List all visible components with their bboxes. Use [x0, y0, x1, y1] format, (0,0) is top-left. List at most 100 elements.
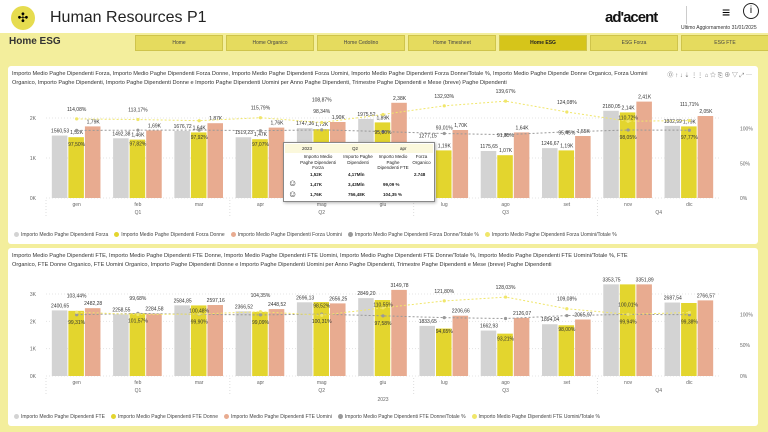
- data-label: 100,01%: [618, 302, 638, 308]
- tooltip-value: 1,76K: [310, 192, 323, 197]
- data-label: 2366,52: [235, 304, 253, 310]
- x-tick-label: lug: [441, 202, 448, 208]
- bar: [664, 302, 681, 376]
- data-label: 2258,55: [112, 307, 130, 313]
- chart-title: Importo Medio Paghe Dipendenti FTE, Impo…: [12, 253, 628, 268]
- bar: [235, 311, 252, 376]
- line-point: [442, 131, 446, 136]
- bar: [619, 284, 636, 376]
- series-line: [76, 100, 690, 124]
- bar: [358, 298, 374, 376]
- bar: [190, 305, 207, 376]
- line-point: [258, 310, 263, 314]
- legend-marker: [224, 414, 229, 420]
- bar: [190, 132, 207, 198]
- data-label: 3149,78: [391, 283, 409, 289]
- visual-toolbar[interactable]: ⓪ ↑ ↓ ⇣ ⋮⋮ ⌂ ☆ ⎘ ⊕ ▽ ⤢ ⋯: [667, 73, 752, 79]
- legend-item[interactable]: Importo Medio Paghe Dipendenti FTE Donne: [110, 414, 218, 420]
- x-tick-label: ago: [501, 380, 510, 386]
- nav-tab-home-cedolino[interactable]: Home Cedolino: [317, 35, 405, 51]
- line-point: [136, 312, 140, 317]
- bar: [113, 138, 129, 198]
- y2-tick-label: 50%: [740, 343, 751, 349]
- nav-tab-home-organico[interactable]: Home Organico: [226, 35, 314, 51]
- x-tick-label: giu: [380, 380, 387, 386]
- line-point: [258, 313, 263, 317]
- line-point: [75, 310, 79, 314]
- data-label: 100,48%: [189, 309, 209, 315]
- nav-tab-home-esg[interactable]: Home ESG: [499, 35, 587, 51]
- legend-item[interactable]: Importo Medio Paghe Dipendenti Forza Uom…: [484, 232, 617, 238]
- bar: [268, 127, 285, 198]
- legend-item[interactable]: Importo Medio Paghe Dipendenti FTE Uomin…: [471, 414, 600, 420]
- x-tick-label: mag: [317, 202, 327, 208]
- series-line: [76, 296, 690, 316]
- chart-fte: 0K 1K 2K 3K 0% 50% 100% 2400,65 2258,55 2584,85 23…: [30, 277, 753, 403]
- tooltip-value: 104,35 %: [383, 192, 403, 197]
- y-tick-label: 1K: [30, 347, 37, 353]
- bar: [51, 310, 68, 376]
- legend-label: Importo Medio Paghe Dipendenti Forza Uom…: [237, 232, 342, 238]
- nav-tab-home[interactable]: Home: [135, 35, 223, 51]
- data-label: 132,93%: [434, 94, 454, 100]
- x-tick-label: set: [563, 202, 570, 208]
- data-label: 93,21%: [497, 337, 515, 343]
- nav-tab-esg-fte[interactable]: ESG FTE: [681, 35, 768, 51]
- data-label: 97,77%: [681, 135, 699, 141]
- line-point: [381, 129, 385, 134]
- data-label: 1,52K: [70, 130, 84, 136]
- legend-label: Importo Medio Paghe Dipendenti FTE Donne…: [344, 414, 466, 420]
- data-label: 103,44%: [67, 294, 87, 300]
- tooltip-quarter: Q2: [352, 146, 359, 151]
- data-label: 97,82%: [129, 142, 147, 148]
- filter-icon[interactable]: ≡: [722, 4, 731, 20]
- info-icon[interactable]: i: [743, 3, 759, 19]
- data-label: 128,03%: [496, 285, 516, 291]
- legend-item[interactable]: Importo Medio Paghe Dipendenti FTE Donne…: [337, 414, 466, 420]
- data-label: 99,09%: [252, 320, 270, 326]
- data-label: 1277,15: [419, 133, 437, 139]
- quarter-label: Q1: [135, 210, 142, 216]
- legend-label: Importo Medio Paghe Dipendenti FTE Donne: [117, 414, 218, 420]
- legend-item[interactable]: Importo Medio Paghe Dipendenti Forza Uom…: [230, 232, 342, 238]
- line-point: [197, 312, 201, 316]
- y2-tick-label: 0%: [740, 196, 748, 202]
- quarter-label: Q1: [135, 388, 142, 394]
- legend-item[interactable]: Importo Medio Paghe Dipendenti Forza: [14, 232, 108, 238]
- bar: [174, 305, 190, 376]
- data-label: 94,65%: [436, 329, 454, 335]
- data-label: 1,55K: [577, 129, 591, 135]
- data-label: 115,79%: [251, 106, 271, 112]
- y-tick-label: 1K: [30, 156, 37, 162]
- nav-tab-esg-forza[interactable]: ESG Forza: [590, 35, 678, 51]
- y2-tick-label: 0%: [740, 374, 748, 380]
- bar: [558, 150, 575, 198]
- legend-marker: [471, 414, 477, 420]
- legend-item[interactable]: Importo Medio Paghe Dipendenti FTE: [14, 414, 105, 420]
- chart-panel-fte: Importo Medio Paghe Dipendenti FTE, Impo…: [8, 248, 758, 426]
- data-label: 97,07%: [252, 142, 270, 148]
- nav-tab-home-timesheet[interactable]: Home Timesheet: [408, 35, 496, 51]
- last-update-label: Ultimo Aggiornamento: [681, 25, 731, 31]
- legend-item[interactable]: Importo Medio Paghe Dipendenti FTE Uomin…: [224, 414, 332, 420]
- data-label: 1,07K: [499, 148, 513, 154]
- legend-item[interactable]: Importo Medio Paghe Dipendenti Forza Don…: [114, 232, 225, 238]
- x-tick-label: gen: [72, 202, 81, 208]
- line-point: [503, 99, 508, 103]
- tooltip-value: 2.748: [414, 172, 426, 177]
- legend-label: Importo Medio Paghe Dipendenti FTE: [21, 414, 105, 420]
- data-label: 97,58%: [375, 321, 393, 327]
- data-label: 1,19K: [438, 143, 452, 149]
- data-label: 2400,65: [51, 303, 69, 309]
- data-label: 108,87%: [312, 98, 332, 104]
- line-point: [75, 117, 79, 121]
- data-label: 1833,65: [419, 319, 437, 325]
- legend-item[interactable]: Importo Medio Paghe Dipendenti Forza Don…: [347, 232, 479, 238]
- legend-label: Importo Medio Paghe Dipendenti FTE Uomin…: [231, 414, 332, 420]
- data-label: 3353,75: [603, 277, 621, 283]
- chart-legend: Importo Medio Paghe Dipendenti FTE Import…: [14, 414, 600, 420]
- bar: [542, 148, 558, 198]
- app-title: Human Resources P1: [50, 9, 207, 26]
- bar: [391, 289, 407, 376]
- data-label: 1662,93: [480, 324, 498, 330]
